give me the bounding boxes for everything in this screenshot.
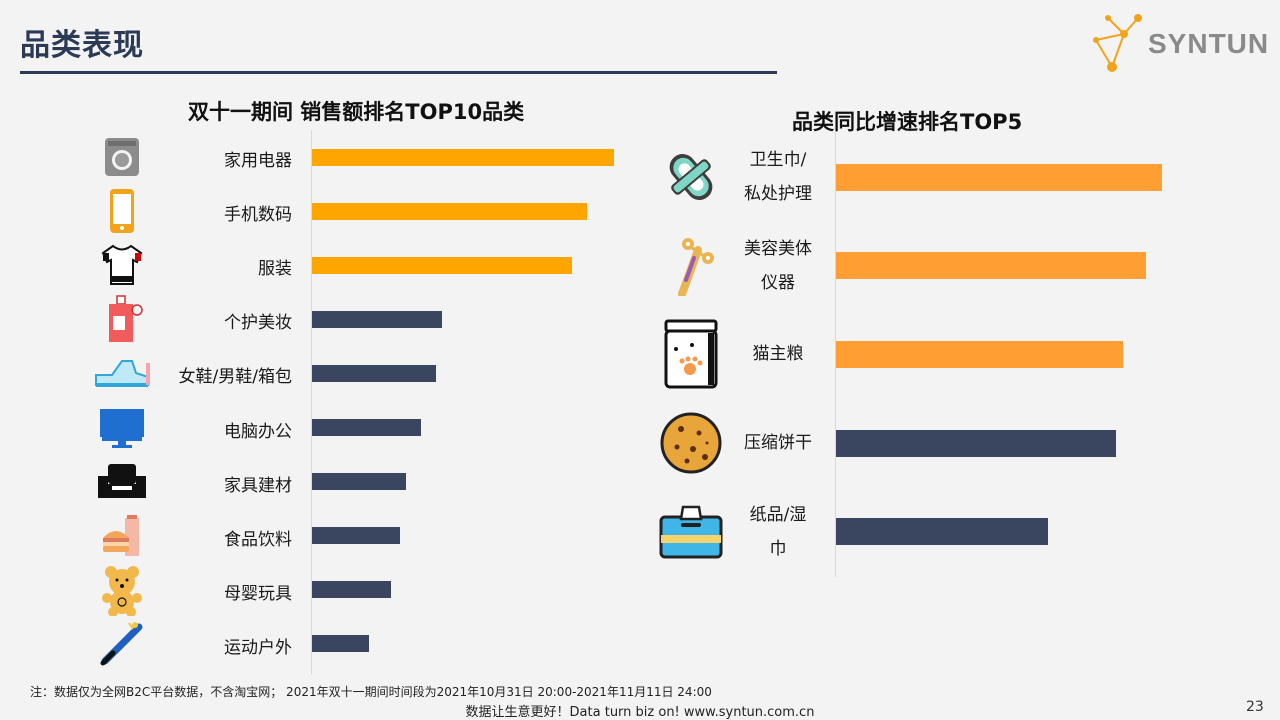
title-divider xyxy=(20,71,777,74)
bar-label: 纸品/湿巾 xyxy=(728,498,828,566)
bar-label-line: 纸品/湿 xyxy=(749,504,807,525)
syntun-logo-icon xyxy=(1093,14,1142,72)
food-icon xyxy=(99,514,145,562)
bar xyxy=(836,340,1123,368)
bar xyxy=(312,473,406,491)
right-chart-title: 品类同比增速排名TOP5 xyxy=(792,110,1023,134)
bar-label: 食品饮料 xyxy=(224,529,292,550)
bar-label: 美容美体 仪器 xyxy=(728,232,828,300)
bar-label: 母婴玩具 xyxy=(224,583,292,604)
tissue-box-icon xyxy=(659,505,723,563)
bar-label-line: 美容美体 xyxy=(744,238,812,259)
cookie-icon xyxy=(659,411,723,479)
bar xyxy=(312,527,400,545)
bar xyxy=(836,518,1048,546)
bar xyxy=(312,310,442,328)
bar-label-line: 压缩饼干 xyxy=(744,433,812,454)
bar-label: 猫主粮 xyxy=(728,337,828,371)
left-chart-title: 双十一期间 销售额排名TOP10品类 xyxy=(188,100,525,124)
bar xyxy=(836,429,1117,457)
bar-label: 电脑办公 xyxy=(224,421,292,442)
bar xyxy=(312,364,436,382)
bar-label: 压缩饼干 xyxy=(728,426,828,460)
teddy-bear-icon xyxy=(99,564,145,620)
bar-label: 女鞋/男鞋/箱包 xyxy=(178,367,292,388)
cat-food-bag-icon xyxy=(662,319,720,393)
bar-label-line: 私处护理 xyxy=(744,184,812,204)
phone-icon xyxy=(102,188,142,238)
sanitary-pad-icon xyxy=(664,149,718,209)
bar xyxy=(312,581,391,599)
baseball-bat-icon xyxy=(99,621,145,671)
sneaker-icon xyxy=(92,357,152,393)
bar-label-line: 巾 xyxy=(769,538,787,559)
tshirt-icon xyxy=(99,244,145,290)
beauty-roller-icon xyxy=(664,236,718,300)
bar xyxy=(312,635,370,653)
bar-label: 个护美妆 xyxy=(224,313,292,334)
right-chart-axis xyxy=(835,132,836,577)
bar-label: 家用电器 xyxy=(224,151,292,171)
bar-label: 服装 xyxy=(258,259,292,280)
bar-label: 手机数码 xyxy=(224,205,292,226)
bar xyxy=(312,419,421,436)
monitor-icon xyxy=(98,407,146,453)
bar-label: 卫生巾/私处护理 xyxy=(728,143,828,211)
bar-label: 家具建材 xyxy=(224,475,292,496)
bar xyxy=(836,163,1162,191)
washing-machine-icon xyxy=(102,137,142,181)
left-chart-axis xyxy=(311,130,312,674)
sofa-icon xyxy=(96,462,148,506)
footer-slogan: 数据让生意更好！Data turn biz on! www.syntun.com… xyxy=(465,705,815,720)
bar xyxy=(312,256,572,274)
bar-label-line: 仪器 xyxy=(761,272,795,293)
page-number: 23 xyxy=(1246,699,1264,715)
bar-label-line: 卫生巾/ xyxy=(749,150,807,170)
bar-label-line: 猫主粮 xyxy=(752,344,804,365)
logo-text: SYNTUN xyxy=(1148,28,1270,59)
footnote: 注：数据仅为全网B2C平台数据，不含淘宝网； 2021年双十一期间时间段为202… xyxy=(30,685,712,699)
bar xyxy=(312,202,587,220)
perfume-icon xyxy=(99,294,145,348)
bar xyxy=(312,148,614,166)
bar-label: 运动户外 xyxy=(224,637,292,658)
page-title: 品类表现 xyxy=(20,28,144,63)
bar xyxy=(836,252,1146,280)
